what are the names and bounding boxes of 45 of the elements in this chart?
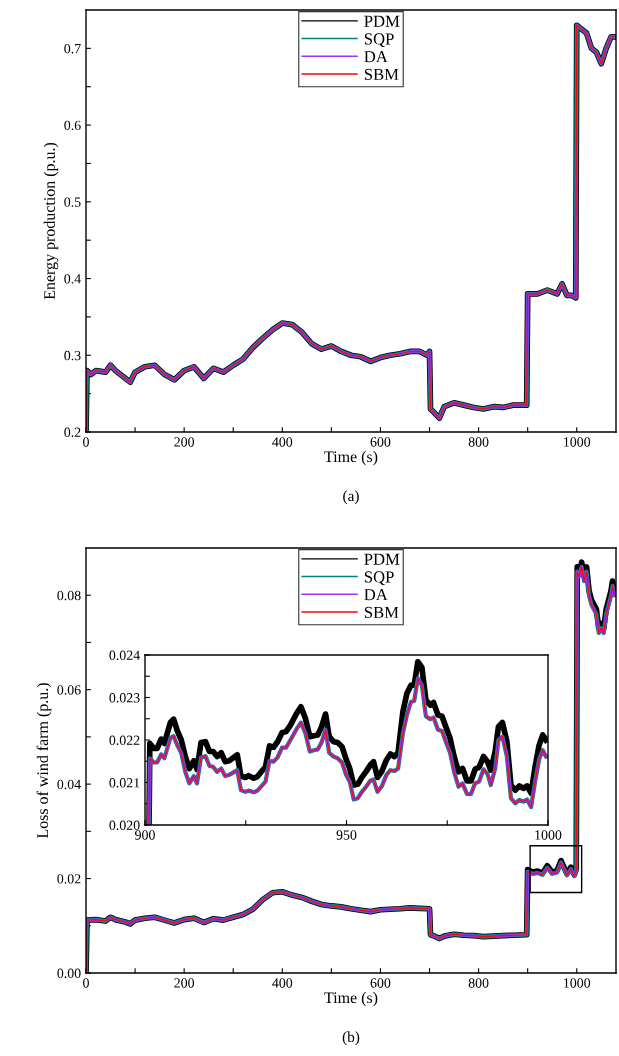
- x-tick-label: 0: [83, 437, 89, 447]
- legend-label: DA: [364, 51, 388, 63]
- x-tick-label: 600: [370, 978, 391, 988]
- y-axis-title: Loss of wind farm (p.u.): [36, 683, 52, 839]
- x-tick-label: 1000: [535, 830, 562, 840]
- y-tick-label: 0.020: [109, 820, 140, 831]
- y-tick-label: 0.3: [64, 350, 81, 361]
- y-tick-label: 0.08: [57, 590, 81, 601]
- y-tick-label: 0.6: [64, 120, 81, 131]
- legend-label: SBM: [364, 68, 399, 80]
- legend-label: SQP: [364, 571, 394, 586]
- x-tick-label: 200: [174, 978, 195, 988]
- x-tick-label: 400: [272, 437, 293, 447]
- y-tick-label: 0.04: [57, 779, 81, 790]
- y-tick-label: 0.00: [57, 968, 81, 979]
- x-tick-label: 900: [135, 830, 155, 840]
- legend-label: PDM: [364, 553, 400, 565]
- y-tick-label: 0.5: [64, 197, 81, 207]
- y-tick-label: 0.023: [109, 693, 140, 703]
- legend-label: DA: [364, 589, 388, 601]
- y-tick-label: 0.022: [109, 735, 140, 746]
- x-tick-label: 1000: [564, 978, 591, 988]
- y-tick-label: 0.06: [57, 685, 81, 695]
- y-tick-label: 0.024: [109, 650, 140, 661]
- x-tick-label: 800: [468, 437, 489, 447]
- y-tick-label: 0.2: [64, 427, 81, 438]
- x-tick-label: 200: [174, 437, 195, 447]
- x-tick-label: 950: [336, 830, 357, 840]
- x-tick-label: 800: [468, 978, 489, 988]
- text: (b): [342, 1031, 360, 1046]
- x-tick-label: 1000: [564, 437, 591, 447]
- x-axis-title: Time (s): [324, 450, 378, 466]
- text: (a): [343, 490, 359, 505]
- y-axis-title: Energy production (p.u.): [43, 142, 59, 300]
- legend-label: SBM: [364, 606, 399, 618]
- y-tick-label: 0.7: [64, 43, 81, 54]
- x-tick-label: 600: [370, 437, 391, 447]
- x-tick-label: 0: [83, 978, 89, 988]
- x-tick-label: 400: [272, 978, 293, 988]
- y-tick-label: 0.021: [109, 778, 140, 788]
- legend-label: PDM: [364, 15, 400, 27]
- y-tick-label: 0.4: [64, 274, 81, 284]
- legend-label: SQP: [364, 33, 394, 48]
- x-axis-title: Time (s): [324, 991, 378, 1007]
- y-tick-label: 0.02: [57, 874, 81, 884]
